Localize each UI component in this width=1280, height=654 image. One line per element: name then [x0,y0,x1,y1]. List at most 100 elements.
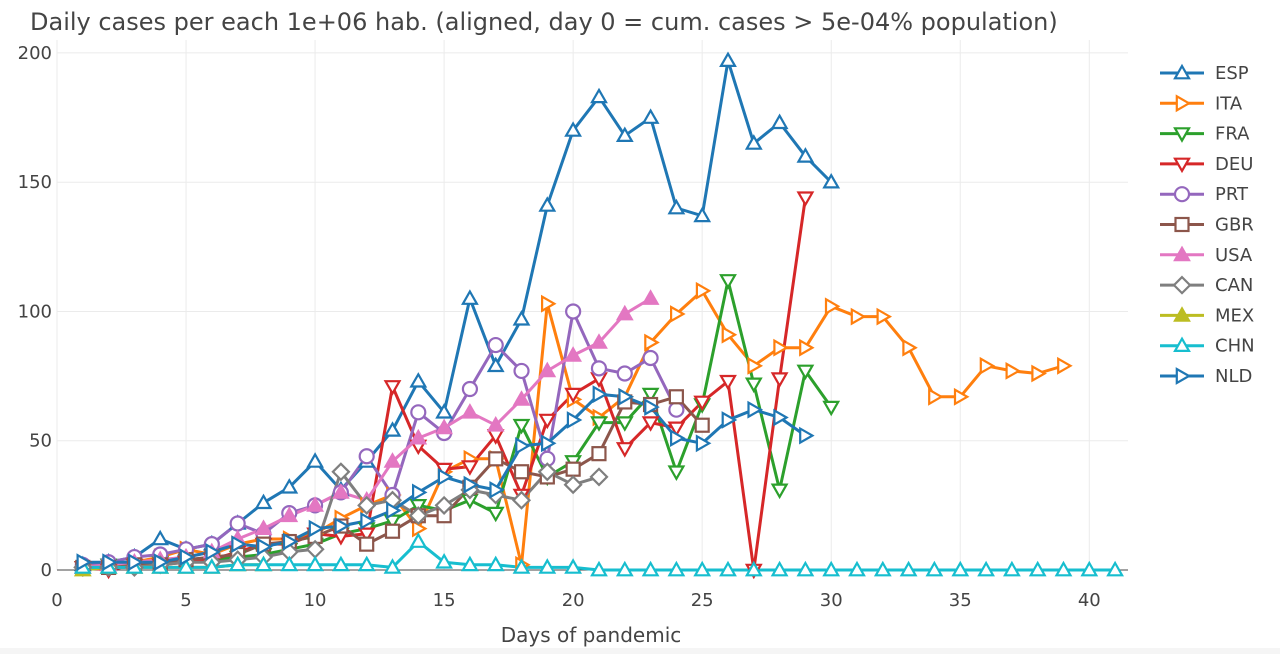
data-point-deu [693,395,712,412]
data-point-deu [667,421,686,438]
legend-item-prt[interactable]: PRT [1160,184,1249,205]
x-tick-label: 5 [180,590,191,611]
legend-label: DEU [1215,154,1253,175]
data-point-gbr [359,536,375,552]
data-point-nld [282,532,299,551]
legend-label: CHN [1215,336,1255,357]
data-point-esp [693,206,712,223]
data-point-chn [977,560,995,577]
data-point-chn [538,558,557,574]
data-point-can [537,462,557,482]
legend[interactable]: ESP ITA FRA DEU PRT GBR USA CAN MEX CHN NLD [1160,63,1255,387]
data-point-ita [747,356,764,375]
y-tick-label: 100 [18,301,52,322]
series-markers [73,51,1124,580]
data-point-chn [486,555,505,572]
legend-item-gbr[interactable]: GBR [1160,215,1254,236]
data-point-nld [153,553,170,572]
data-point-ita [799,338,815,357]
data-point-chn [357,555,376,572]
legend-item-mex[interactable]: MEX [1160,305,1254,326]
data-point-gbr [384,523,401,539]
data-point-chn [719,560,737,577]
data-point-ita [824,297,841,316]
data-point-prt [668,401,685,418]
data-point-can [563,475,583,495]
data-point-nld [463,475,480,494]
data-point-nld [179,548,196,566]
legend-item-esp[interactable]: ESP [1160,63,1249,84]
data-point-ita [1031,364,1047,383]
legend-item-fra[interactable]: FRA [1160,124,1250,145]
legend-label: ITA [1215,93,1243,114]
data-point-usa [409,428,428,445]
data-point-chn [332,555,350,572]
chart-title: Daily cases per each 1e+06 hab. (aligned… [30,8,1058,36]
y-tick-label: 50 [29,431,52,452]
data-point-fra [512,418,531,435]
data-point-deu [770,372,789,388]
data-point-chn [280,555,299,572]
y-tick-label: 0 [41,560,52,581]
data-point-deu [719,374,737,391]
data-point-deu [615,442,634,458]
data-point-chn [409,532,428,548]
data-point-esp [770,113,789,130]
x-tick-label: 40 [1078,590,1101,611]
legend-item-can[interactable]: CAN [1160,275,1253,296]
data-point-fra [744,377,763,394]
data-point-prt [616,365,633,382]
data-point-ita [953,387,970,406]
data-point-usa [512,390,531,406]
data-point-esp [512,309,531,326]
data-point-usa [435,418,453,435]
data-point-prt [461,380,479,398]
data-point-nld [412,483,428,502]
legend-item-usa[interactable]: USA [1160,245,1253,266]
data-point-nld [747,400,764,419]
data-point-chn [848,560,866,577]
data-point-esp [822,172,841,189]
data-point-esp [538,196,557,212]
data-point-usa [615,304,634,321]
data-point-prt [358,448,375,465]
data-point-gbr [488,451,504,467]
data-point-esp [744,134,763,150]
legend-label: NLD [1215,366,1252,387]
data-point-esp [461,289,479,305]
data-point-esp [486,356,505,373]
data-point-deu [461,460,479,476]
data-point-prt [642,349,659,367]
legend-marker [1174,216,1190,233]
legend-item-ita[interactable]: ITA [1160,93,1243,114]
data-point-gbr [668,389,684,405]
legend-label: FRA [1215,124,1250,145]
data-point-chn [899,560,918,577]
page-footer-strip [0,648,1280,654]
data-point-chn [667,560,686,577]
data-point-chn [1080,560,1099,577]
data-point-ita [412,519,428,538]
data-point-deu [383,380,402,396]
data-point-ita [721,325,738,344]
data-point-nld [334,517,351,535]
legend-marker [1173,245,1191,262]
data-point-chn [383,558,402,574]
gridlines [56,40,1128,570]
data-point-ita [1005,362,1022,380]
data-point-ita [773,338,789,357]
data-point-ita [979,356,996,375]
legend-item-chn[interactable]: CHN [1160,336,1255,357]
data-point-ita [669,305,686,323]
legend-item-deu[interactable]: DEU [1160,154,1253,175]
data-point-fra [667,465,686,482]
data-point-nld [257,537,273,556]
data-point-esp [383,421,402,437]
data-point-chn [564,558,582,574]
data-point-deu [357,527,376,544]
data-point-prt [229,515,246,532]
data-point-chn [177,558,195,574]
legend-item-nld[interactable]: NLD [1160,366,1252,387]
legend-label: USA [1215,245,1253,266]
